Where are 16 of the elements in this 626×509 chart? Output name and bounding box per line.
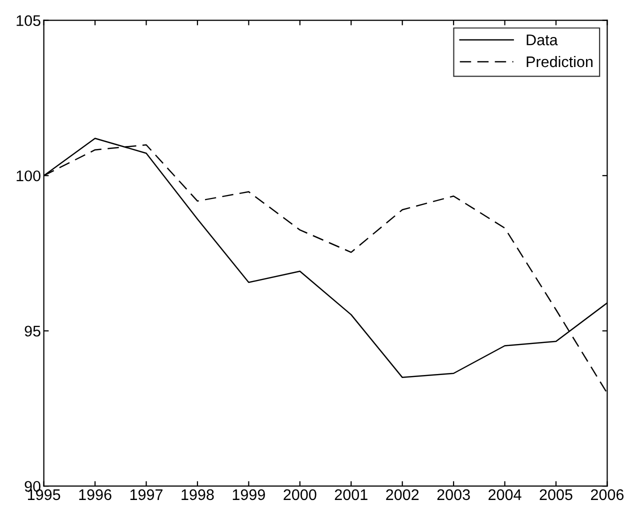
x-tick-label: 2002 <box>386 489 419 500</box>
x-tick-label: 1997 <box>130 489 162 500</box>
x-tick-label: 2005 <box>540 489 572 500</box>
x-tick-label: 2001 <box>334 489 368 500</box>
x-tick-label: 2006 <box>590 489 624 500</box>
x-tick-label: 2003 <box>437 489 470 500</box>
legend-label: Data <box>526 34 558 46</box>
x-tick-label: 1996 <box>79 489 112 500</box>
y-tick-label: 105 <box>16 15 40 26</box>
y-tick-label: 95 <box>24 326 40 337</box>
legend-label: Prediction <box>526 56 592 68</box>
x-tick-label: 2004 <box>488 489 522 500</box>
x-tick-label: 1999 <box>232 489 265 500</box>
x-tick-label: 1998 <box>182 489 214 500</box>
x-tick-label: 2000 <box>284 489 316 500</box>
y-tick-label: 100 <box>16 170 40 182</box>
